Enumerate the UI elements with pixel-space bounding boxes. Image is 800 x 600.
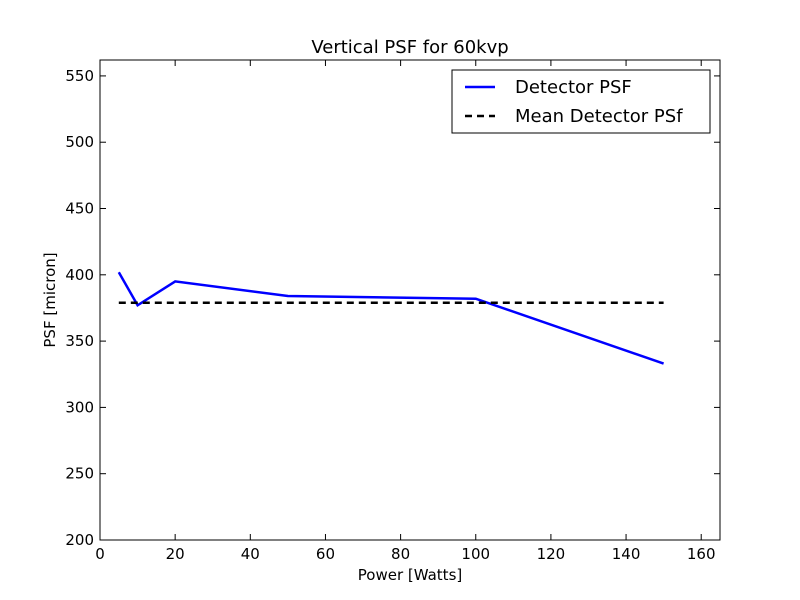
detector-psf-line <box>117 271 665 365</box>
x-tick-label: 100 <box>461 545 490 563</box>
series-lines <box>117 271 665 365</box>
plot-frame <box>99 59 721 541</box>
x-tick-label: 60 <box>316 545 335 563</box>
y-axis-label: PSF [micron] <box>41 252 59 347</box>
x-tick-label: 120 <box>537 545 566 563</box>
x-tick-label: 0 <box>95 545 105 563</box>
y-tick-label: 550 <box>65 67 94 85</box>
legend-label-mean-detector-psf: Mean Detector PSf <box>515 106 683 127</box>
x-tick-label: 140 <box>612 545 641 563</box>
y-tick-label: 500 <box>65 133 94 151</box>
legend: Detector PSF Mean Detector PSf <box>451 69 711 134</box>
y-tick-label: 300 <box>65 398 94 416</box>
x-tick-label: 20 <box>166 545 185 563</box>
legend-label-detector-psf: Detector PSF <box>515 77 632 98</box>
y-tick-label: 250 <box>65 465 94 483</box>
legend-box <box>451 69 711 134</box>
x-tick-label: 40 <box>241 545 260 563</box>
axis-ticks: 0 20 40 60 80 100 120 140 160 200 250 300 350 400 450 5… <box>65 60 720 563</box>
y-tick-label: 350 <box>65 332 94 350</box>
y-tick-label: 200 <box>65 531 94 549</box>
x-axis-label: Power [Watts] <box>358 566 462 584</box>
x-tick-label: 80 <box>391 545 410 563</box>
y-tick-label: 450 <box>65 200 94 218</box>
chart-title: Vertical PSF for 60kvp <box>311 37 508 58</box>
y-tick-label: 400 <box>65 266 94 284</box>
x-tick-label: 160 <box>687 545 716 563</box>
